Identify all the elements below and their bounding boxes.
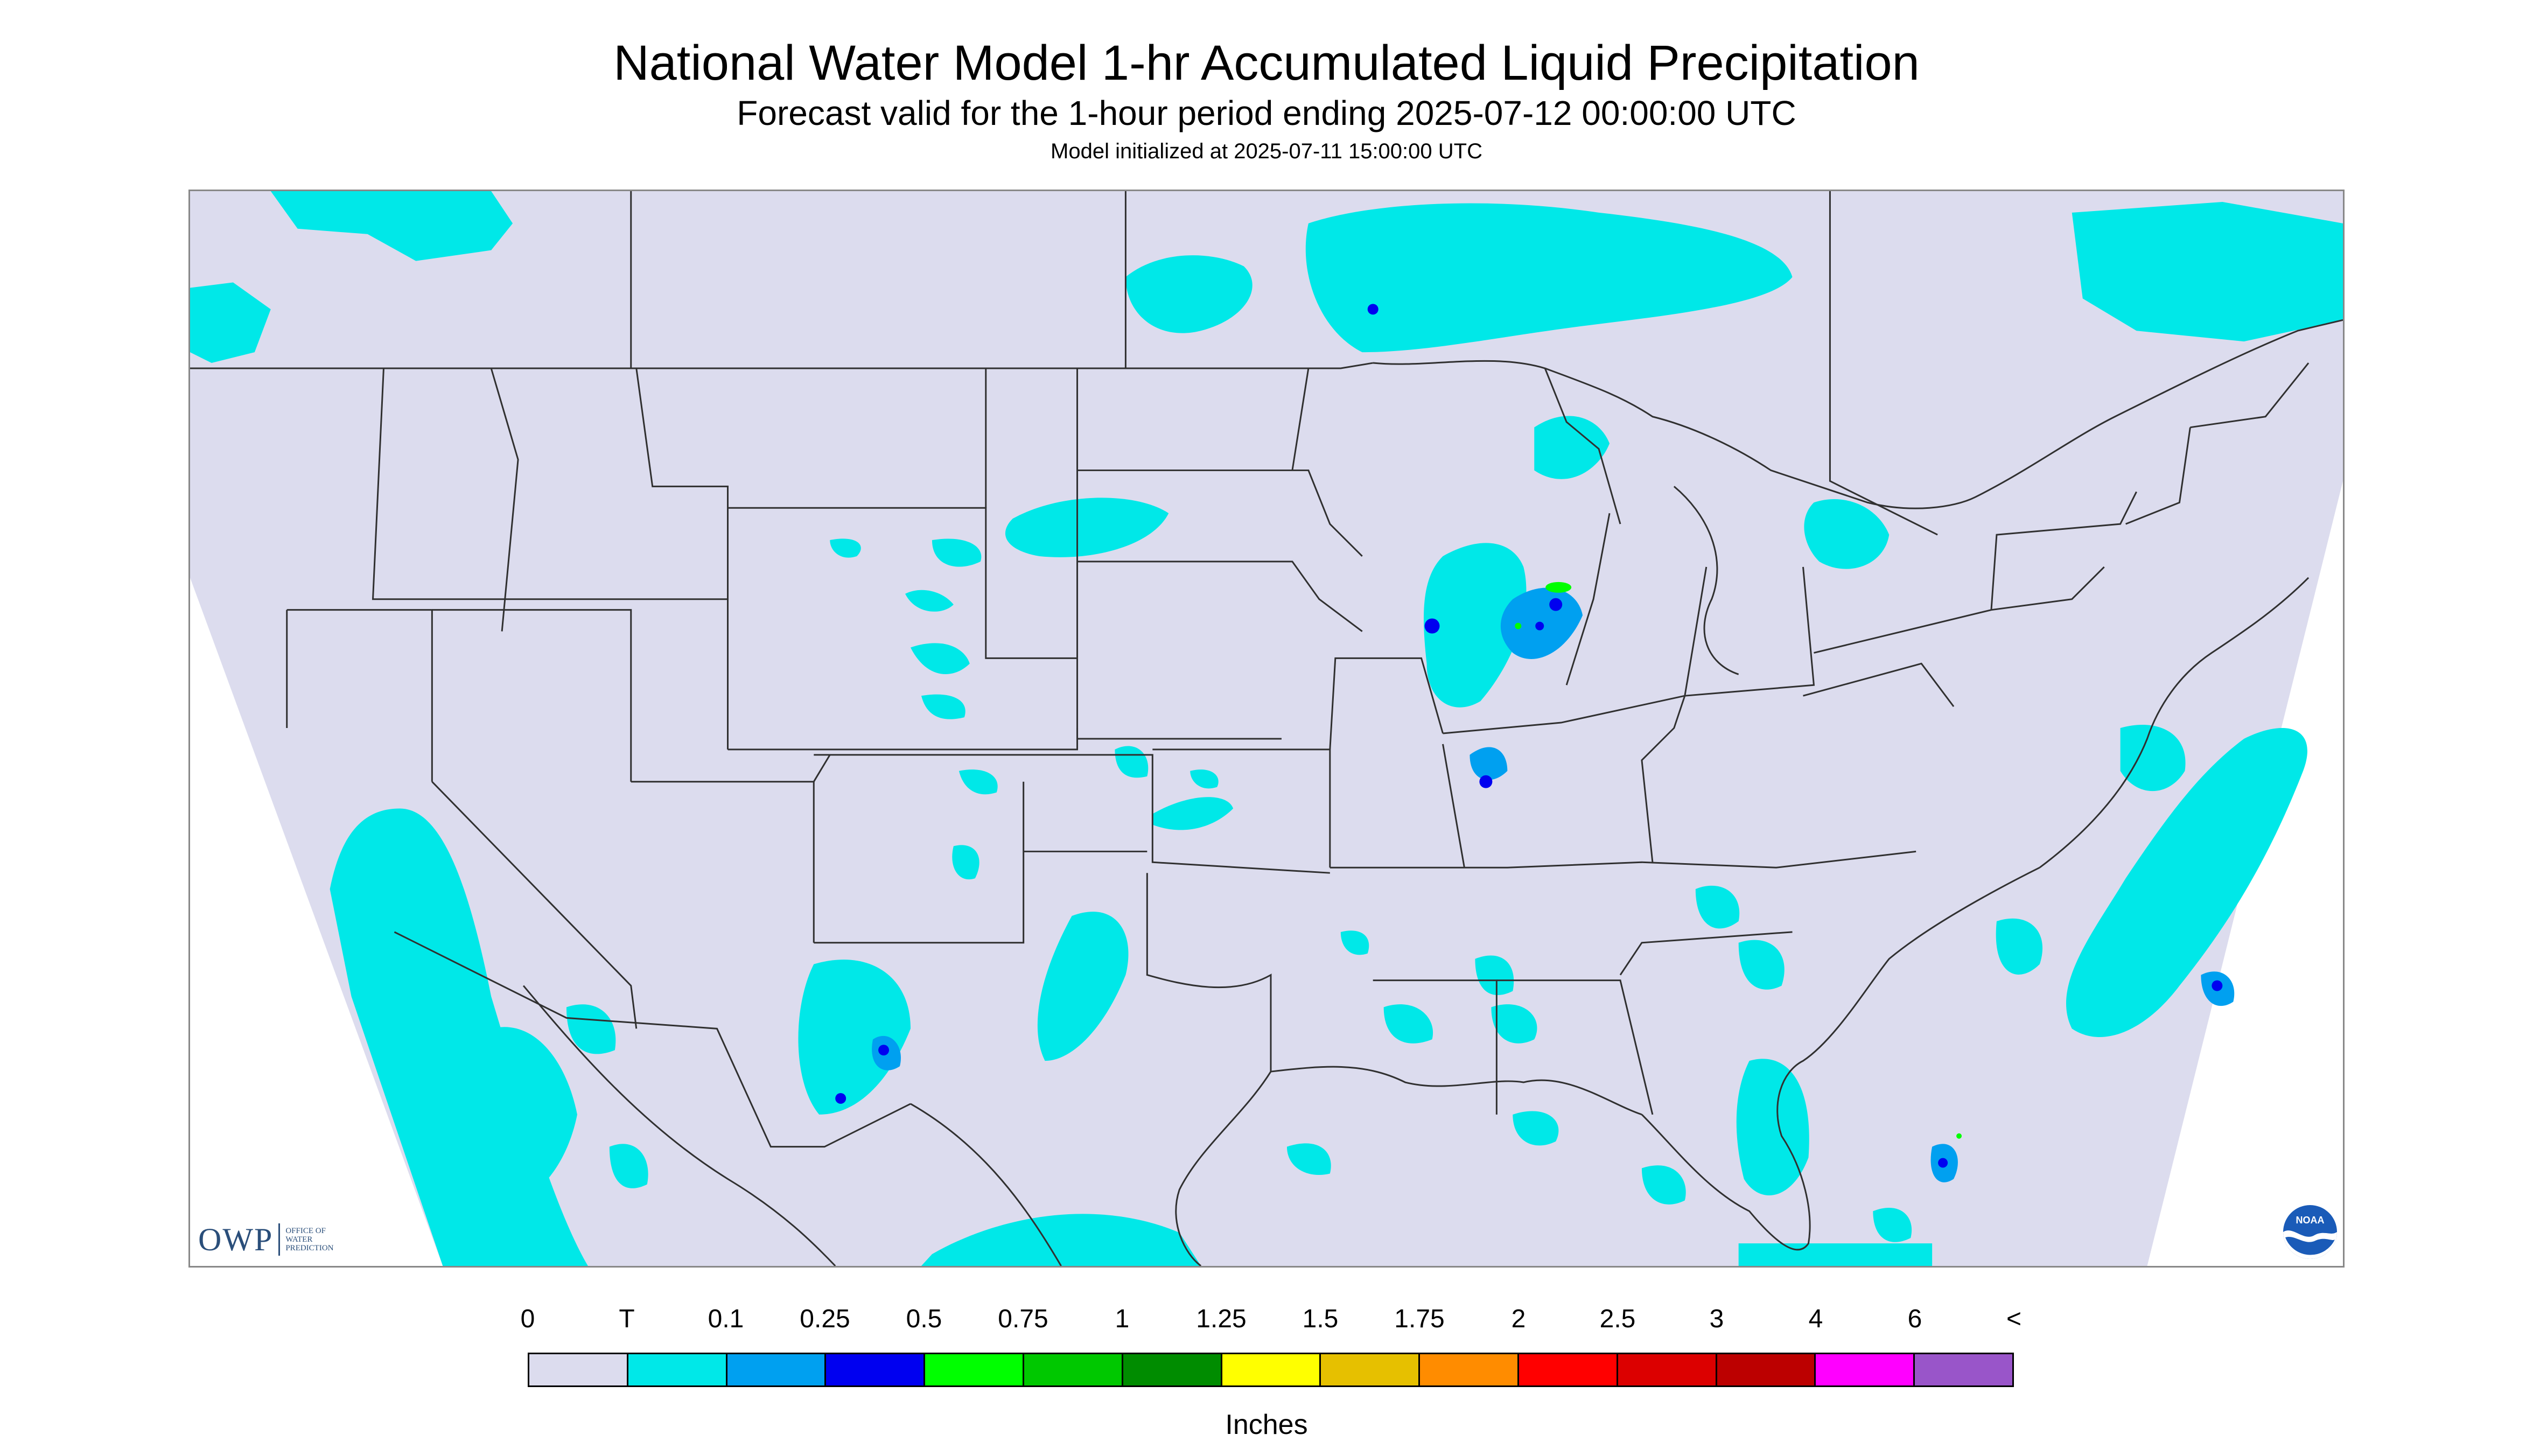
heavy-precipitation [835, 304, 2223, 1168]
legend-label: 2.5 [1599, 1305, 1636, 1333]
model-domain [190, 191, 2343, 1266]
legend-label: 0.1 [708, 1305, 744, 1333]
light-precipitation [190, 191, 2343, 1266]
legend-label: 1 [1115, 1305, 1130, 1333]
legend-label: < [2006, 1305, 2022, 1333]
legend-swatch [1123, 1354, 1222, 1385]
very-heavy-precipitation [1515, 582, 1962, 1139]
legend-swatch [1321, 1354, 1421, 1385]
owp-line-1: OFFICE OF [285, 1227, 326, 1235]
precipitation-map [188, 190, 2345, 1268]
legend-label: 0.75 [998, 1305, 1048, 1333]
legend-swatch [925, 1354, 1024, 1385]
legend-label: 0.25 [800, 1305, 850, 1333]
owp-logo-divider [278, 1223, 281, 1256]
legend-swatch [1024, 1354, 1123, 1385]
owp-line-3: PREDICTION [285, 1244, 334, 1252]
legend-label: 2 [1511, 1305, 1526, 1333]
legend-label: 1.5 [1302, 1305, 1339, 1333]
legend-swatch [1519, 1354, 1618, 1385]
legend-swatch [1222, 1354, 1321, 1385]
legend-label: 3 [1709, 1305, 1724, 1333]
legend-label: T [619, 1305, 635, 1333]
legend-color-bar [528, 1353, 2014, 1387]
legend-swatch [529, 1354, 628, 1385]
noaa-logo: NOAA [2283, 1205, 2337, 1259]
legend-label: 1.75 [1394, 1305, 1445, 1333]
boundary-lines [190, 191, 2343, 1266]
legend-label: 4 [1808, 1305, 1823, 1333]
forecast-valid-subtitle: Forecast valid for the 1-hour period end… [737, 94, 1796, 132]
legend-label: 6 [1907, 1305, 1922, 1333]
model-initialized-text: Model initialized at 2025-07-11 15:00:00… [1051, 139, 1482, 163]
owp-line-2: WATER [285, 1235, 313, 1244]
legend-swatch [1816, 1354, 1915, 1385]
legend-swatch [1717, 1354, 1816, 1385]
svg-text:NOAA: NOAA [2296, 1215, 2325, 1226]
legend-label: 0 [520, 1305, 535, 1333]
owp-logo-text: OWP [198, 1221, 274, 1257]
legend-swatch [1618, 1354, 1717, 1385]
owp-logo: OWP OFFICE OF WATER PREDICTION [198, 1222, 334, 1257]
legend-swatch [826, 1354, 926, 1385]
owp-logo-fullname: OFFICE OF WATER PREDICTION [285, 1227, 333, 1252]
legend-unit: Inches [1225, 1409, 1308, 1440]
legend-swatch [1420, 1354, 1519, 1385]
map-canvas [190, 191, 2343, 1266]
legend-label: 1.25 [1196, 1305, 1247, 1333]
legend-label: 0.5 [906, 1305, 942, 1333]
legend-swatch [727, 1354, 827, 1385]
legend-swatch [1915, 1354, 2012, 1385]
legend-swatch [628, 1354, 727, 1385]
chart-title: National Water Model 1-hr Accumulated Li… [613, 36, 1920, 90]
legend-labels: 0 T 0.1 0.25 0.5 0.75 1 1.25 1.5 1.75 2 2.5 3 4 6 < [521, 1303, 2021, 1341]
